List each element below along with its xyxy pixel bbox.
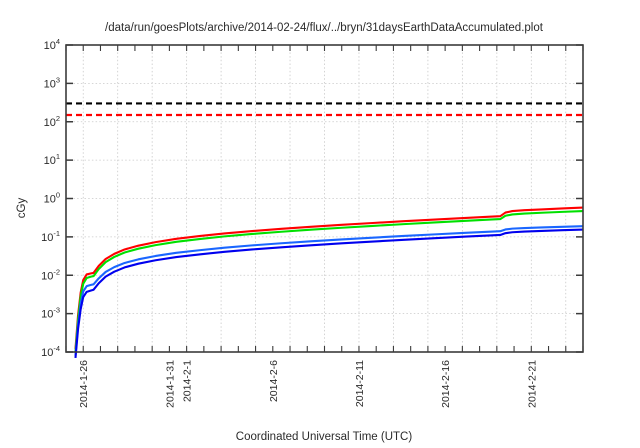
x-tick-label: 2014-2-16 — [440, 360, 452, 408]
data-series-group — [74, 206, 584, 359]
gridlines — [66, 45, 583, 352]
axis-ticks — [65, 44, 584, 353]
x-tick-label: 2014-1-31 — [164, 360, 176, 408]
x-tick-label: 2014-2-1 — [182, 360, 194, 402]
x-tick-label: 2014-2-11 — [354, 360, 366, 407]
page-title: /data/run/goesPlots/archive/2014-02-24/f… — [105, 22, 544, 34]
accumulated-dose-green — [74, 210, 584, 353]
accumulated-dose-red — [74, 206, 584, 350]
y-tick-label: 104 — [44, 37, 60, 52]
threshold-lines-group — [66, 102, 583, 117]
y-axis-label: cGy — [16, 198, 28, 219]
y-tick-label: 10-2 — [41, 267, 60, 282]
y-tick-label: 10-4 — [41, 344, 60, 359]
y-tick-label: 103 — [44, 75, 60, 90]
y-tick-label: 101 — [44, 152, 60, 167]
x-tick-label: 2014-1-26 — [78, 360, 90, 408]
accumulated-dose-dark-blue — [74, 228, 584, 359]
y-axis-tick-labels: 10-4 10-3 10-2 10-1 100 101 102 103 104 — [41, 37, 60, 359]
x-tick-label: 2014-2-21 — [526, 360, 538, 408]
y-tick-label: 10-3 — [41, 306, 60, 321]
accumulated-dose-light-blue — [74, 225, 584, 356]
y-tick-label: 10-1 — [41, 229, 60, 244]
x-axis-label: Coordinated Universal Time (UTC) — [236, 431, 413, 443]
y-tick-label: 100 — [44, 191, 60, 206]
x-axis-tick-labels: 2014-1-26 2014-1-31 2014-2-1 2014-2-6 2014-2… — [78, 360, 538, 408]
x-tick-label: 2014-2-6 — [268, 360, 280, 402]
y-tick-label: 102 — [44, 114, 60, 129]
